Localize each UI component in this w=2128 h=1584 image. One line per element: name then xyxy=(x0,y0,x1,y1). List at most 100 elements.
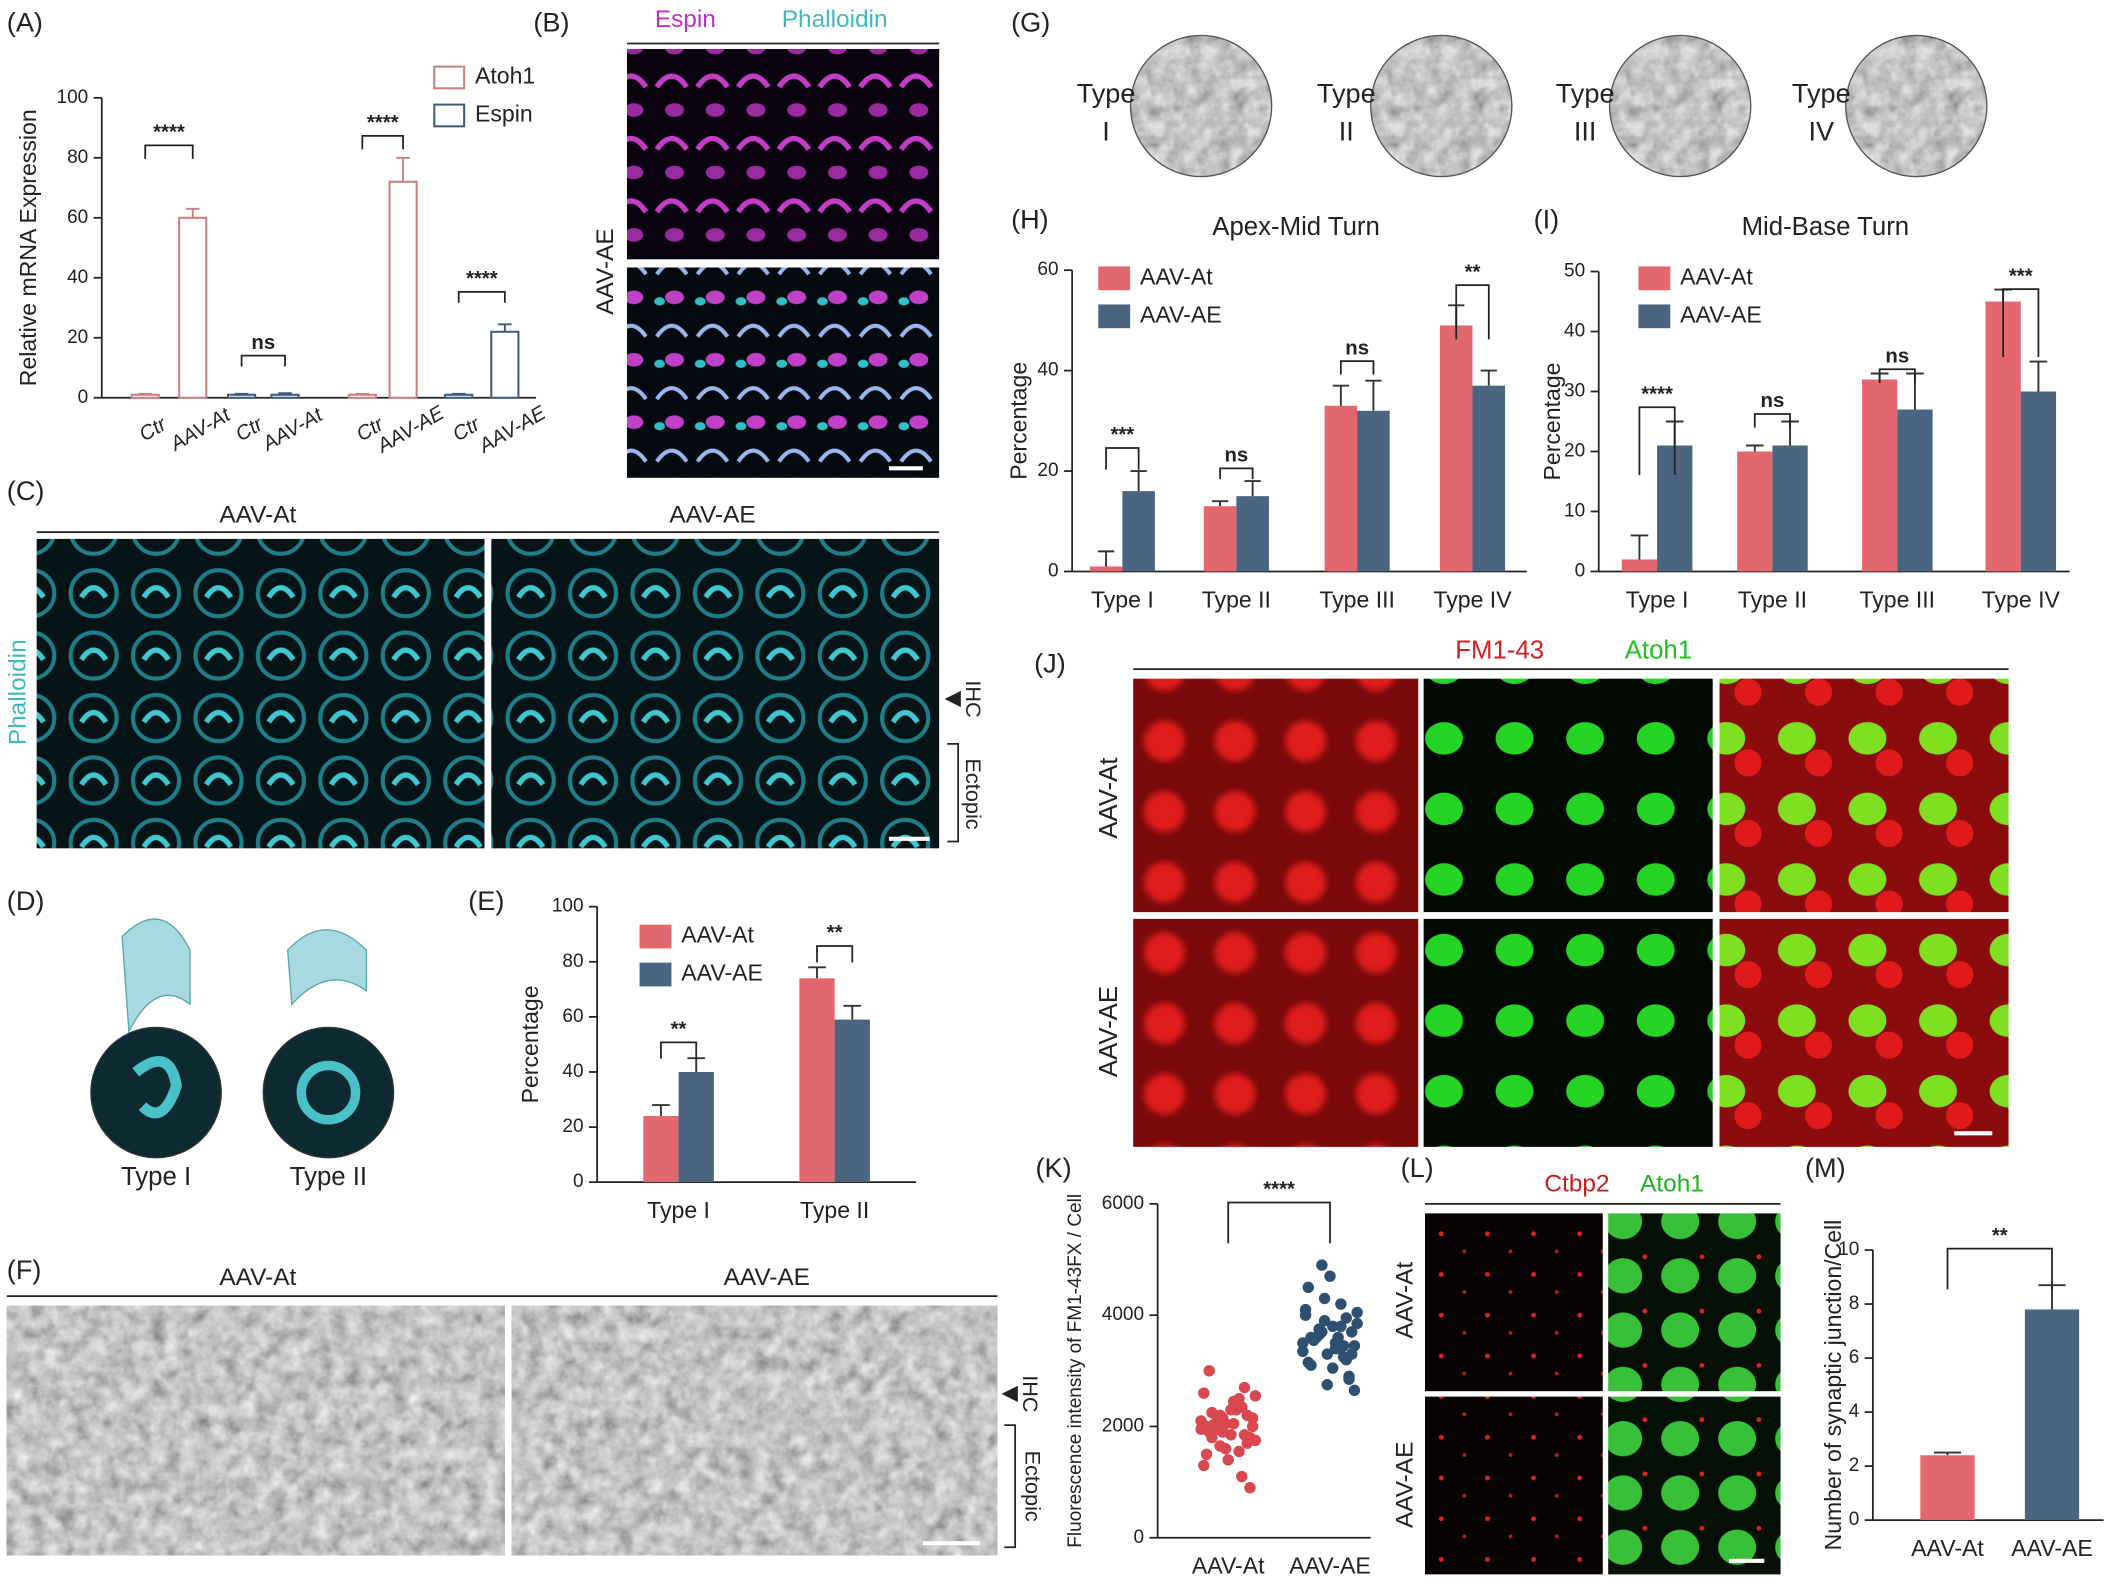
x-tick-label: Ctr xyxy=(136,413,172,446)
x-tick-label: AAV-AE xyxy=(1289,1553,1371,1579)
data-point xyxy=(1206,1431,1218,1444)
y-tick-label: 4 xyxy=(1849,1401,1860,1422)
x-tick-label: AAV-At xyxy=(166,403,235,456)
sem-outline xyxy=(1608,34,1752,178)
y-tick-label: 80 xyxy=(562,951,583,972)
panel-label: (I) xyxy=(1534,203,1560,234)
y-tick-label: 10 xyxy=(1838,1239,1859,1260)
data-point xyxy=(1297,1345,1309,1358)
sem-image xyxy=(1130,35,1272,177)
bar xyxy=(178,216,208,399)
legend-label: AAV-AE xyxy=(1140,301,1222,327)
bar xyxy=(490,330,520,399)
error-bar xyxy=(808,966,826,979)
data-point xyxy=(1244,1481,1256,1494)
micrograph xyxy=(1423,918,1713,1147)
error-bar xyxy=(1244,480,1261,497)
data-point xyxy=(1222,1454,1234,1466)
bar xyxy=(1236,496,1269,572)
bar xyxy=(2024,1309,2080,1521)
significance-bracket xyxy=(144,144,194,159)
y-tick-label: 20 xyxy=(1564,441,1585,462)
bar xyxy=(1862,379,1898,572)
stain-label: Phalloidin xyxy=(4,639,31,745)
panel-label: (D) xyxy=(7,885,45,916)
sem-bundle xyxy=(1370,34,1513,178)
data-point xyxy=(1351,1306,1363,1319)
data-point xyxy=(1302,1281,1314,1294)
data-point xyxy=(1346,1326,1358,1338)
significance-label: *** xyxy=(1110,424,1134,446)
channel-label: FM1-43 xyxy=(1455,636,1544,664)
legend-label: AAV-At xyxy=(681,922,754,948)
micrograph xyxy=(491,538,940,849)
data-point xyxy=(1321,1379,1333,1391)
y-tick-label: 2000 xyxy=(1102,1415,1144,1436)
significance-label: **** xyxy=(1263,1179,1295,1201)
y-tick-label: 0 xyxy=(1575,560,1586,581)
y-axis-label: Fluorescence intensity of FM1-43FX / Cel… xyxy=(1065,1194,1086,1548)
significance-bracket xyxy=(457,291,506,303)
panel-label: (M) xyxy=(1805,1152,1846,1183)
micrograph xyxy=(1133,918,1419,1147)
y-axis-label: Percentage xyxy=(517,985,543,1103)
panel-label: (G) xyxy=(1011,7,1050,38)
sem-bundle xyxy=(1129,34,1273,178)
type-label: Type xyxy=(1792,77,1851,108)
data-point xyxy=(1324,1270,1336,1282)
significance-bracket xyxy=(1455,284,1490,340)
bar xyxy=(1920,1455,1975,1521)
data-point xyxy=(1200,1448,1213,1460)
sem-group xyxy=(1129,34,1988,178)
error-bar xyxy=(1480,369,1497,386)
panel-label: (A) xyxy=(7,7,43,38)
y-tick-label: 20 xyxy=(1037,460,1058,481)
marker-label: Ectopic xyxy=(1021,1451,1046,1522)
data-point xyxy=(1337,1340,1350,1352)
panel-label: (F) xyxy=(7,1254,42,1285)
data-point xyxy=(1302,1356,1314,1369)
bar xyxy=(1203,506,1237,572)
data-point xyxy=(1227,1417,1240,1430)
chart-title: Apex-Mid Turn xyxy=(1212,213,1380,241)
significance-label: **** xyxy=(367,112,399,134)
significance-bracket xyxy=(1878,368,1916,383)
error-bar xyxy=(1933,1451,1962,1456)
legend-swatch xyxy=(1638,304,1671,329)
error-bar xyxy=(234,392,249,395)
bar xyxy=(1357,410,1390,572)
data-point xyxy=(1203,1365,1215,1377)
data-point xyxy=(1337,1351,1350,1363)
column-label: AAV-At xyxy=(219,501,296,528)
x-tick-label: Type II xyxy=(800,1197,869,1223)
micrograph xyxy=(1719,918,2009,1147)
legend-swatch xyxy=(1638,266,1671,291)
column-label: AAV-AE xyxy=(669,501,755,528)
panel-label: (B) xyxy=(533,7,569,38)
x-tick-label: Type I xyxy=(647,1197,710,1223)
bundle-schematic xyxy=(121,918,368,1035)
data-point xyxy=(1214,1440,1226,1452)
error-bar xyxy=(185,207,200,218)
significance-label: ** xyxy=(1465,261,1481,283)
type-label: Type II xyxy=(290,1163,367,1191)
bar xyxy=(1439,325,1473,572)
y-tick-label: 40 xyxy=(1037,360,1058,381)
y-tick-label: 20 xyxy=(67,327,88,348)
significance-label: ** xyxy=(1992,1225,2008,1247)
bar xyxy=(1472,385,1506,572)
micrograph xyxy=(1425,1396,1603,1575)
error-bar xyxy=(843,1004,862,1020)
significance-bracket xyxy=(1638,406,1676,476)
data-point xyxy=(1238,1381,1251,1394)
x-tick-label: Type II xyxy=(1738,586,1807,612)
data-point xyxy=(1321,1348,1333,1360)
legend-label: AAV-At xyxy=(1140,263,1213,289)
type-label: Type xyxy=(1556,77,1615,108)
data-point xyxy=(1343,1373,1355,1385)
significance-bracket xyxy=(1227,1201,1331,1244)
error-bar xyxy=(1745,444,1764,452)
type-label: II xyxy=(1339,115,1354,146)
data-point xyxy=(1249,1434,1262,1447)
